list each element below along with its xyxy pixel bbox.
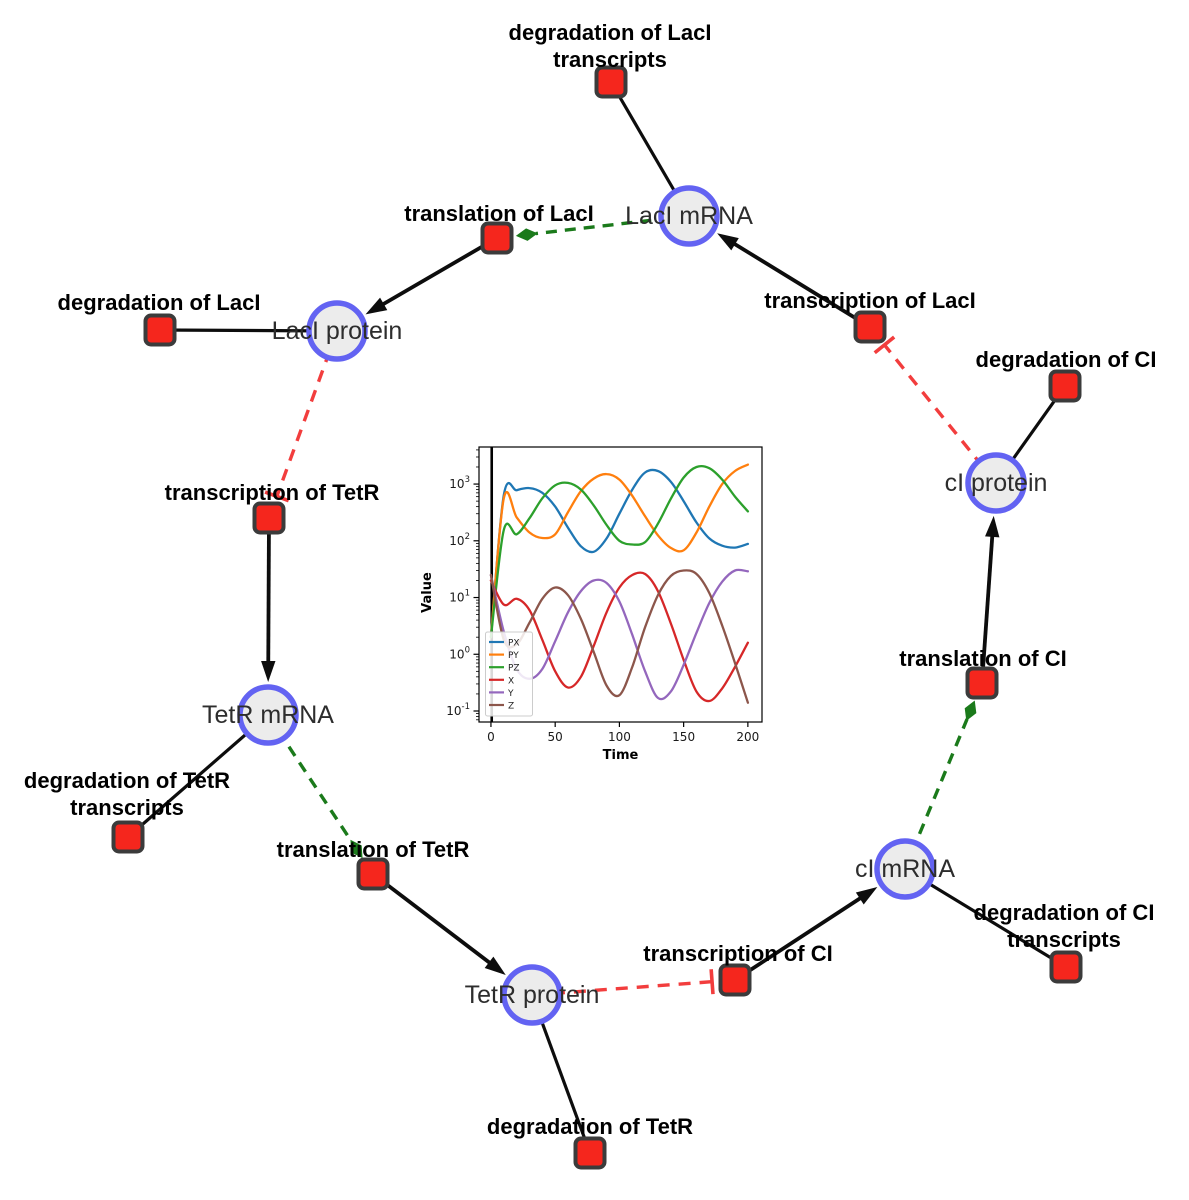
species-node-laci_mrna bbox=[658, 185, 720, 247]
series-line-Y bbox=[489, 568, 750, 701]
inset-chart: 0 50 100 150 20010-1100101102103TimeValuePXP… bbox=[420, 446, 763, 763]
labels-layer: LacI mRNA LacI protein TetR mRNA TetR prote… bbox=[24, 20, 1157, 1139]
legend-label-PX: PX bbox=[508, 639, 520, 649]
reaction-label-deg_laci_tx: degradation of LacI bbox=[509, 20, 712, 45]
x-axis-label: Time bbox=[603, 748, 639, 763]
reaction-label-deg_ci_tx: transcripts bbox=[1007, 927, 1121, 952]
edge-arrow-transl_laci-laci_protein-arrowhead bbox=[365, 297, 388, 315]
reaction-label-transcr_tetr: transcription of TetR bbox=[165, 480, 380, 505]
reaction-node-deg_ci bbox=[1048, 369, 1082, 403]
edge-line-ci_mrna-deg_ci_tx bbox=[904, 867, 1067, 969]
reaction-label-deg_ci_tx: degradation of CI bbox=[974, 900, 1155, 925]
edge-arrow-transl_tetr-tetr_protein bbox=[371, 872, 495, 968]
x-tick-label: 100 bbox=[608, 730, 631, 744]
reaction-label-transl_ci: translation of CI bbox=[899, 646, 1066, 671]
species-label-ci_protein: cI protein bbox=[945, 469, 1048, 497]
reaction-node-deg_laci_tx bbox=[594, 65, 628, 99]
legend-label-X: X bbox=[508, 676, 514, 686]
legend-box bbox=[485, 631, 533, 717]
series-line-PY bbox=[489, 463, 750, 639]
reaction-node-transcr_tetr bbox=[252, 501, 286, 535]
edge-arrow-transl_ci-ci_protein-arrowhead bbox=[985, 515, 1000, 538]
reaction-node-transcr_laci bbox=[853, 310, 887, 344]
reaction-label-deg_laci: degradation of LacI bbox=[58, 290, 261, 315]
species-node-ci_protein bbox=[965, 452, 1027, 514]
edge-line-tetr_mrna-deg_tetr_tx bbox=[126, 713, 270, 839]
reaction-node-deg_ci_tx bbox=[1049, 950, 1083, 984]
x-tick-label: 200 bbox=[736, 730, 759, 744]
reaction-label-transl_tetr: translation of TetR bbox=[277, 837, 470, 862]
edge-arrow-transcr_ci-ci_mrna-arrowhead bbox=[855, 887, 878, 905]
species-label-laci_protein: LacI protein bbox=[272, 317, 403, 345]
reaction-label-deg_tetr: degradation of TetR bbox=[487, 1114, 693, 1139]
edge-arrow-transcr_laci-laci_mrna bbox=[728, 239, 871, 329]
species-label-tetr_mrna: TetR mRNA bbox=[202, 701, 334, 729]
plot-area bbox=[489, 447, 750, 722]
edge-arrow-transcr_tetr-tetr_mrna-arrowhead bbox=[261, 660, 276, 683]
legend-label-Z: Z bbox=[508, 702, 514, 712]
edge-arrow-transcr_laci-laci_mrna-arrowhead bbox=[717, 233, 739, 251]
legend: PX PY PZ XYZ bbox=[485, 631, 533, 717]
reaction-label-transl_laci: translation of LacI bbox=[404, 201, 593, 226]
edge-inhibition-laci_protein-transcr_tetr-tbar-head bbox=[264, 490, 290, 503]
edge-catalysis-tetr_mrna-transl_tetr-diamond-head bbox=[350, 839, 363, 859]
reaction-label-deg_ci: degradation of CI bbox=[976, 347, 1157, 372]
edge-arrow-transl_ci-ci_protein bbox=[980, 530, 995, 684]
reaction-node-deg_tetr bbox=[573, 1136, 607, 1170]
reaction-label-deg_tetr_tx: degradation of TetR bbox=[24, 768, 230, 793]
legend-label-Y: Y bbox=[507, 689, 514, 699]
reaction-label-transcr_laci: transcription of LacI bbox=[764, 288, 975, 313]
x-tick-label: 150 bbox=[672, 730, 695, 744]
y-axis-label: Value bbox=[420, 572, 435, 613]
reaction-label-deg_tetr_tx: transcripts bbox=[70, 795, 184, 820]
reaction-node-transl_laci bbox=[480, 221, 514, 255]
reaction-node-transcr_ci bbox=[718, 963, 752, 997]
edge-catalysis-ci_mrna-transl_ci-diamond-head bbox=[964, 700, 977, 721]
reaction-node-deg_laci bbox=[143, 313, 177, 347]
species-label-ci_mrna: cI mRNA bbox=[855, 855, 955, 883]
series-line-PZ bbox=[489, 464, 750, 639]
series-line-PX bbox=[489, 468, 750, 639]
legend-label-PY: PY bbox=[508, 651, 519, 661]
reaction-node-deg_tetr_tx bbox=[111, 820, 145, 854]
edge-inhibition-tetr_protein-transcr_ci-tbar-head bbox=[709, 969, 715, 995]
species-node-ci_mrna bbox=[874, 838, 936, 900]
reaction-label-deg_laci_tx: transcripts bbox=[553, 47, 667, 72]
reaction-node-transl_ci bbox=[965, 666, 999, 700]
axes-frame bbox=[478, 446, 763, 723]
edge-inhibition-ci_protein-transcr_laci-tbar-head bbox=[873, 335, 896, 355]
reaction-label-transcr_ci: transcription of CI bbox=[643, 941, 832, 966]
reaction-node-transl_tetr bbox=[356, 857, 390, 891]
species-node-tetr_protein bbox=[501, 964, 563, 1026]
nodes-layer bbox=[111, 65, 1083, 1170]
species-node-tetr_mrna bbox=[237, 684, 299, 746]
species-node-laci_protein bbox=[306, 300, 368, 362]
series-line-Z bbox=[489, 569, 750, 704]
edge-catalysis-laci_mrna-transl_laci-diamond-head bbox=[515, 228, 538, 241]
edge-arrow-transl_laci-laci_protein bbox=[377, 236, 498, 309]
species-label-tetr_protein: TetR protein bbox=[465, 981, 600, 1009]
legend-label-PZ: PZ bbox=[508, 664, 520, 674]
edge-arrow-transl_tetr-tetr_protein-arrowhead bbox=[484, 956, 506, 976]
edge-arrow-transcr_ci-ci_mrna bbox=[733, 893, 866, 982]
x-tick-label: 50 bbox=[548, 730, 563, 744]
edge-arrow-transcr_tetr-tetr_mrna bbox=[266, 517, 271, 668]
species-label-laci_mrna: LacI mRNA bbox=[625, 202, 753, 230]
x-tick-label: 0 bbox=[487, 730, 495, 744]
